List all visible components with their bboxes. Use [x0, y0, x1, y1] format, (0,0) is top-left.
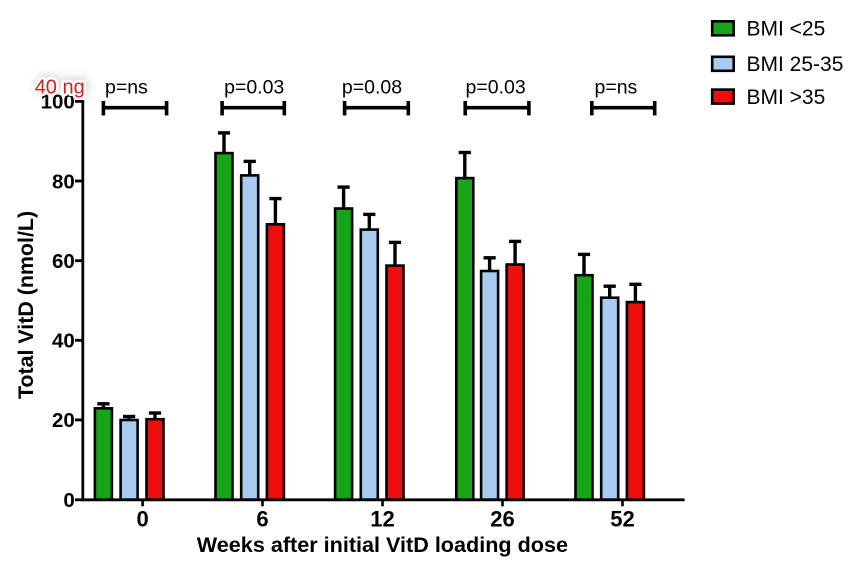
svg-text:Weeks after initial VitD loadi: Weeks after initial VitD loading dose	[197, 532, 568, 557]
svg-text:0: 0	[136, 507, 148, 532]
svg-text:100: 100	[41, 91, 75, 114]
svg-text:40: 40	[52, 330, 75, 353]
svg-text:6: 6	[256, 507, 268, 532]
svg-text:60: 60	[52, 250, 75, 273]
svg-text:p=0.03: p=0.03	[224, 76, 284, 98]
svg-text:p=ns: p=ns	[594, 76, 637, 98]
svg-text:p=ns: p=ns	[105, 76, 148, 98]
svg-text:80: 80	[52, 170, 75, 193]
svg-text:p=0.08: p=0.08	[342, 76, 402, 98]
svg-text:52: 52	[610, 507, 634, 532]
svg-text:BMI 25-35: BMI 25-35	[747, 53, 844, 76]
svg-text:12: 12	[370, 507, 394, 532]
svg-text:p=0.03: p=0.03	[466, 76, 526, 98]
svg-text:26: 26	[490, 507, 514, 532]
svg-text:BMI <25: BMI <25	[747, 18, 826, 41]
svg-text:BMI >35: BMI >35	[747, 86, 826, 109]
svg-text:0: 0	[63, 489, 74, 512]
svg-text:Total VitD (nmol/L): Total VitD (nmol/L)	[14, 211, 38, 399]
svg-text:20: 20	[52, 409, 75, 432]
svg-text:40 ng: 40 ng	[35, 76, 85, 98]
